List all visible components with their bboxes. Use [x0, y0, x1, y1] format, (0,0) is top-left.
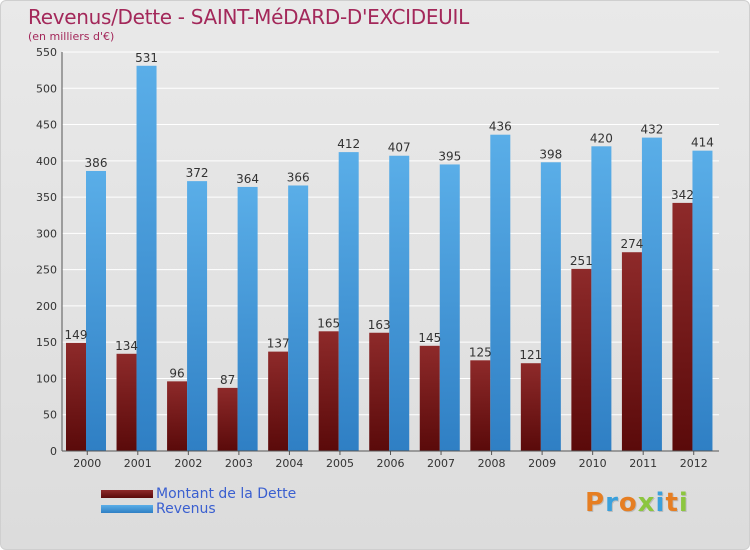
revenue-value-label: 407 — [388, 141, 411, 155]
legend-label-debt: Montant de la Dette — [156, 486, 297, 502]
revenue-bar — [86, 170, 106, 451]
x-tick-label: 2002 — [174, 457, 202, 470]
revenue-bar — [389, 155, 410, 452]
debt-value-label: 137 — [267, 337, 290, 351]
debt-bar — [66, 342, 86, 451]
y-tick-label: 0 — [50, 445, 57, 458]
x-tick-label: 2007 — [427, 457, 455, 470]
revenue-bar — [591, 146, 612, 452]
revenue-bar — [641, 137, 662, 451]
logo-letter: i — [655, 488, 666, 518]
debt-value-label: 96 — [169, 366, 184, 380]
logo-letter: r — [605, 488, 619, 518]
revenue-value-label: 432 — [640, 123, 663, 137]
debt-value-label: 145 — [418, 331, 441, 345]
debt-value-label: 342 — [671, 188, 694, 202]
y-tick-label: 150 — [36, 336, 57, 349]
debt-value-label: 251 — [570, 254, 593, 268]
debt-value-label: 125 — [469, 345, 492, 359]
revenue-bar — [540, 162, 561, 451]
revenue-bar — [288, 185, 309, 451]
logo-letter: o — [618, 488, 638, 518]
chart-subtitle: (en milliers d'€) — [28, 30, 115, 43]
x-tick-label: 2008 — [478, 457, 506, 470]
debt-bar — [470, 360, 491, 451]
y-tick-label: 500 — [36, 82, 57, 95]
y-tick-label: 200 — [36, 300, 57, 313]
debt-bar — [318, 331, 339, 451]
x-tick-label: 2006 — [377, 457, 405, 470]
debt-bar — [167, 381, 188, 451]
debt-bar — [217, 387, 238, 451]
x-tick-label: 2001 — [124, 457, 152, 470]
debt-bar — [419, 345, 440, 451]
revenue-value-label: 531 — [135, 51, 158, 65]
y-tick-label: 550 — [36, 46, 57, 59]
debt-bar — [571, 268, 592, 451]
x-tick-label: 2011 — [629, 457, 657, 470]
revenue-bar — [136, 65, 157, 452]
logo-letter: P — [585, 488, 606, 518]
revenue-bar — [490, 134, 511, 451]
x-tick-label: 2005 — [326, 457, 354, 470]
y-tick-label: 250 — [36, 264, 57, 277]
debt-value-label: 274 — [620, 237, 643, 251]
revenue-value-label: 398 — [539, 147, 562, 161]
revenue-bar — [692, 150, 713, 452]
revenue-bar — [439, 164, 460, 452]
revenue-value-label: 386 — [85, 156, 108, 170]
revenue-value-label: 436 — [489, 120, 512, 134]
debt-value-label: 165 — [317, 316, 340, 330]
data-labels: 149 386 134 531 96 372 87 364 137 366 165 412 163 407… — [65, 51, 714, 387]
debt-bar — [369, 332, 390, 451]
revenue-value-label: 414 — [691, 136, 714, 150]
debt-value-label: 121 — [519, 348, 542, 362]
debt-value-label: 149 — [65, 328, 88, 342]
debt-bar — [621, 252, 642, 451]
revenue-value-label: 366 — [287, 170, 310, 184]
logo-letter: x — [637, 488, 656, 518]
x-tick-label: 2003 — [225, 457, 253, 470]
revenue-value-label: 372 — [186, 166, 209, 180]
x-tick-label: 2000 — [73, 457, 101, 470]
x-tick-label: 2004 — [275, 457, 303, 470]
revenue-value-label: 412 — [337, 137, 360, 151]
debt-bar — [520, 363, 541, 451]
revenue-swatch — [101, 505, 153, 513]
x-tick-label: 2012 — [680, 457, 708, 470]
chart-title: Revenus/Dette - SAINT-MéDARD-D'EXCIDEUIL — [28, 5, 469, 29]
logo-letter: t — [665, 488, 679, 518]
x-tick-label: 2010 — [579, 457, 607, 470]
revenue-bar — [338, 152, 359, 451]
debt-bar — [672, 202, 693, 451]
debt-bar — [116, 353, 137, 451]
proxiti-logo: Proxiti — [585, 488, 689, 518]
revenue-value-label: 420 — [590, 131, 613, 145]
revenue-bar — [187, 181, 208, 451]
logo-letter: i — [678, 488, 689, 518]
legend-label-revenue: Revenus — [156, 501, 216, 517]
debt-value-label: 163 — [368, 318, 391, 332]
y-tick-label: 50 — [43, 409, 57, 422]
y-tick-label: 400 — [36, 155, 57, 168]
y-tick-label: 100 — [36, 372, 57, 385]
revenue-value-label: 395 — [438, 149, 461, 163]
debt-value-label: 134 — [115, 339, 138, 353]
x-tick-label: 2009 — [528, 457, 556, 470]
debt-swatch — [101, 490, 153, 498]
revenue-bar — [237, 186, 258, 451]
y-tick-label: 300 — [36, 227, 57, 240]
y-tick-label: 350 — [36, 191, 57, 204]
debt-value-label: 87 — [220, 373, 235, 387]
revenue-value-label: 364 — [236, 172, 259, 186]
debt-bar — [268, 351, 289, 451]
bars — [66, 65, 713, 452]
y-tick-label: 450 — [36, 119, 57, 132]
axes: 0 50 100 150 200 250 300 350 400 450 500 550 2000 200… — [36, 46, 719, 470]
